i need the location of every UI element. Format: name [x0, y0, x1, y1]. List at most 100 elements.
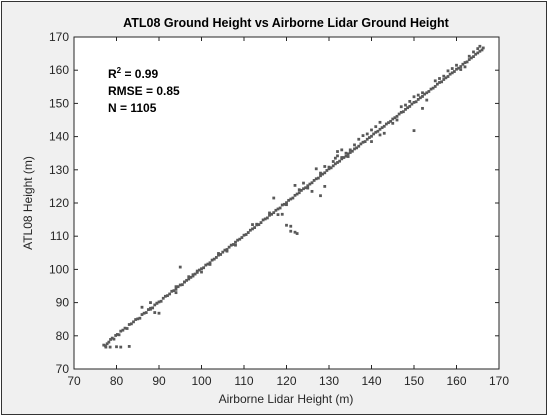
data-point — [450, 71, 454, 75]
data-point — [412, 129, 416, 133]
data-point — [276, 213, 280, 217]
data-point — [299, 188, 303, 192]
data-point — [391, 117, 395, 121]
data-point — [346, 152, 350, 156]
data-point — [465, 60, 469, 64]
y-tick-label: 130 — [49, 163, 69, 177]
data-point — [149, 307, 152, 311]
data-point — [319, 174, 322, 178]
data-point — [225, 248, 229, 251]
data-point — [263, 217, 267, 221]
data-point — [157, 300, 161, 304]
data-point — [138, 316, 142, 320]
data-point — [476, 47, 480, 51]
data-point — [336, 150, 339, 153]
data-point — [382, 124, 386, 128]
stat-line: R2 = 0.99 — [108, 66, 158, 81]
data-point — [225, 249, 229, 253]
data-point — [238, 237, 242, 241]
data-point — [338, 159, 342, 163]
data-point — [342, 156, 346, 159]
data-point — [344, 151, 348, 155]
data-point — [414, 100, 418, 104]
data-point — [285, 203, 288, 207]
data-point — [448, 72, 452, 76]
data-point — [461, 62, 465, 66]
data-point — [340, 156, 344, 159]
data-point — [399, 110, 403, 114]
data-point — [393, 116, 397, 120]
data-point — [223, 248, 227, 252]
data-point — [174, 291, 178, 295]
data-point — [314, 167, 318, 171]
data-point — [174, 285, 178, 289]
data-point — [127, 323, 131, 326]
data-point — [276, 207, 280, 211]
data-point — [112, 337, 116, 341]
data-point — [176, 285, 180, 289]
data-point — [474, 52, 478, 56]
data-point — [348, 151, 352, 154]
data-point — [293, 230, 297, 234]
data-point — [480, 48, 484, 52]
data-point — [323, 171, 327, 175]
data-point — [378, 120, 382, 124]
data-point — [323, 165, 327, 168]
data-point — [187, 275, 191, 279]
data-point — [331, 160, 335, 163]
data-point — [132, 320, 135, 324]
data-point — [163, 294, 167, 298]
data-point — [425, 98, 429, 102]
data-point — [265, 216, 269, 220]
data-point — [261, 218, 265, 222]
data-point — [210, 258, 214, 262]
x-tick-label: 110 — [234, 374, 253, 388]
data-point — [310, 181, 314, 185]
data-point — [115, 345, 118, 349]
data-points — [102, 44, 485, 349]
y-tick-label: 120 — [49, 196, 69, 210]
data-point — [115, 333, 119, 336]
y-axis-ticks: 70 80 90 100 110 120 130 140 150 160 170 — [49, 30, 499, 376]
data-point — [378, 127, 382, 131]
data-point — [105, 342, 109, 346]
data-point — [380, 126, 384, 130]
data-point — [285, 201, 288, 205]
data-point — [125, 327, 129, 330]
data-point — [295, 232, 299, 235]
data-point — [280, 212, 284, 216]
x-tick-label: 70 — [67, 374, 81, 388]
data-point — [384, 122, 388, 126]
data-point — [410, 102, 414, 106]
x-axis-ticks: 70 80 90 100 110 120 130 140 150 160 170 — [67, 37, 509, 388]
data-point — [297, 188, 301, 192]
data-point — [174, 287, 178, 291]
y-tick-label: 70 — [56, 362, 70, 376]
data-point — [412, 101, 416, 104]
data-point — [427, 90, 431, 93]
data-point — [102, 343, 106, 347]
data-point — [272, 211, 276, 215]
data-point — [270, 212, 274, 216]
data-point — [440, 80, 444, 84]
data-point — [416, 93, 420, 97]
data-point — [421, 91, 424, 95]
data-point — [433, 85, 437, 88]
data-point — [302, 187, 305, 191]
data-point — [333, 156, 337, 160]
data-point — [327, 165, 331, 169]
data-point — [395, 114, 399, 118]
x-tick-label: 100 — [191, 374, 211, 388]
x-axis-label: Airborne Lidar Height (m) — [219, 392, 354, 406]
data-point — [421, 95, 424, 98]
data-point — [117, 333, 121, 337]
data-point — [204, 263, 208, 267]
data-point — [123, 326, 127, 330]
data-point — [259, 221, 263, 224]
data-point — [391, 121, 395, 125]
data-point — [395, 118, 399, 122]
data-point — [423, 92, 427, 96]
data-point — [242, 233, 246, 237]
x-tick-label: 150 — [404, 374, 424, 388]
